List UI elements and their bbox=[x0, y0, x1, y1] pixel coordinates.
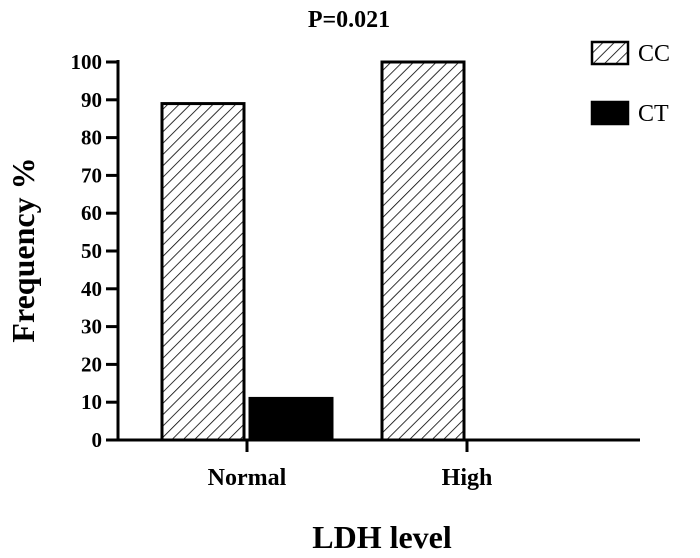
legend-swatch-ct bbox=[590, 100, 630, 126]
y-tick-label: 70 bbox=[81, 163, 102, 187]
x-axis-label: LDH level bbox=[312, 519, 452, 555]
y-tick-label: 20 bbox=[81, 352, 102, 376]
bar-ct-normal bbox=[248, 396, 334, 442]
y-tick-label: 10 bbox=[81, 390, 102, 414]
x-axis: Normal High bbox=[116, 438, 640, 491]
legend-label-cc: CC bbox=[638, 41, 670, 67]
bar-cc-high bbox=[380, 60, 466, 442]
y-axis: 0 10 20 30 40 50 60 70 80 90 100 bbox=[71, 50, 120, 452]
y-tick-label: 0 bbox=[92, 428, 103, 452]
chart-title: P=0.021 bbox=[308, 7, 390, 33]
legend-swatch-cc bbox=[590, 40, 630, 66]
y-axis-label: Frequency % bbox=[5, 157, 41, 342]
y-tick-label: 50 bbox=[81, 239, 102, 263]
bars bbox=[160, 60, 466, 442]
y-tick-label: 60 bbox=[81, 201, 102, 225]
y-tick-label: 40 bbox=[81, 277, 102, 301]
x-tick-label: Normal bbox=[208, 465, 287, 491]
y-tick-label: 90 bbox=[81, 88, 102, 112]
y-tick-label: 80 bbox=[81, 126, 102, 150]
y-tick-label: 30 bbox=[81, 315, 102, 339]
x-tick-label: High bbox=[442, 465, 493, 491]
legend: CC CT bbox=[590, 40, 670, 127]
bar-cc-normal bbox=[160, 102, 246, 442]
y-tick-label: 100 bbox=[71, 50, 103, 74]
legend-label-ct: CT bbox=[638, 101, 669, 127]
